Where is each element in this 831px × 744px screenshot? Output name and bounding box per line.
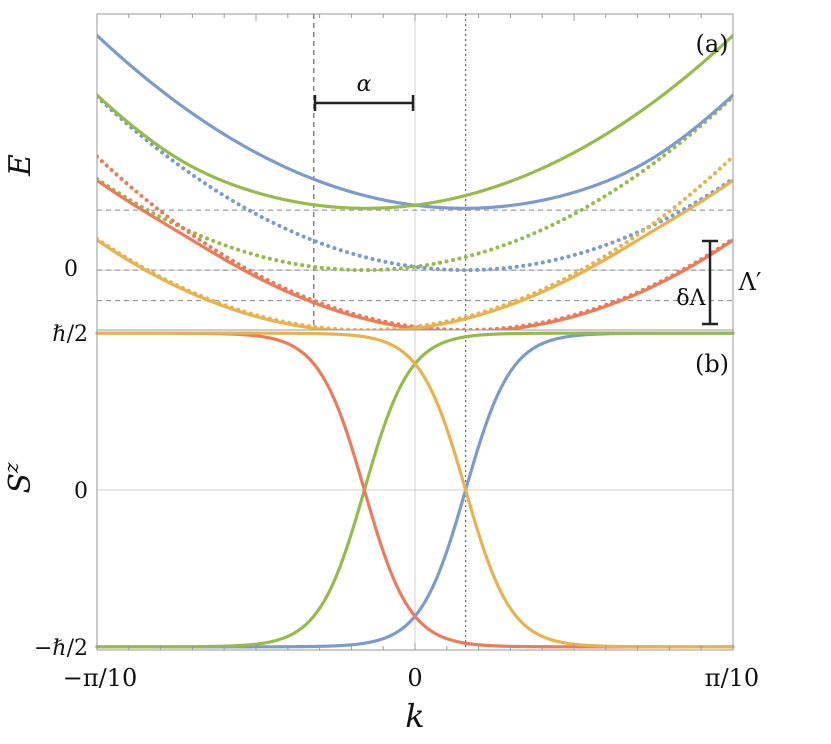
panel-a-series-7-dotted bbox=[97, 154, 733, 330]
alpha-bracket: α bbox=[313, 72, 415, 111]
panel-a-dotted-series bbox=[97, 94, 733, 330]
panel-b-ytick-labels: ℏ/2 0 −ℏ/2 bbox=[34, 322, 88, 661]
panel-b-ytick-label-2: −ℏ/2 bbox=[34, 636, 88, 661]
lambda-prime-label: Λ′ bbox=[738, 268, 762, 296]
panel-b-xtick-label-2: π/10 bbox=[705, 664, 759, 692]
panel-a-ytick-label: 0 bbox=[64, 257, 78, 282]
panel-a-ylabel: E bbox=[3, 154, 38, 177]
panel-a-solid-series bbox=[97, 33, 733, 330]
panel-a-label: (a) bbox=[695, 30, 728, 58]
panel-b-series-3 bbox=[95, 331, 735, 649]
panel-b-ytick-label-1: 0 bbox=[74, 479, 88, 504]
delta-lambda-label: δΛ bbox=[676, 286, 706, 311]
panel-a: (a) 0 E α δΛ Λ′ bbox=[3, 13, 762, 331]
panel-b-ytick-label-0: ℏ/2 bbox=[52, 322, 88, 347]
panel-b-xtick-label-0: −π/10 bbox=[63, 664, 138, 692]
panel-a-frame-ticks bbox=[96, 14, 734, 21]
panel-b-grid bbox=[97, 330, 733, 650]
panel-b-ylabel-sup: z bbox=[0, 462, 23, 474]
alpha-label: α bbox=[357, 72, 372, 97]
panel-a-series-5-dotted bbox=[97, 94, 733, 273]
delta-lambda-bracket: δΛ Λ′ bbox=[676, 239, 762, 326]
x-axis-label: k bbox=[405, 697, 424, 735]
panel-b-frame-ticks bbox=[96, 643, 734, 650]
panel-a-series-1-solid bbox=[97, 33, 733, 210]
panel-a-series-3-solid bbox=[97, 178, 733, 330]
panel-a-grid bbox=[97, 14, 733, 330]
panel-b-ylabel: Sz bbox=[0, 462, 38, 494]
panel-b-xtick-labels: −π/10 0 π/10 bbox=[63, 664, 759, 692]
panel-b-ylabel-base: S bbox=[3, 473, 38, 494]
panel-b: (b) ℏ/2 0 −ℏ/2 −π/10 0 π/10 Sz k bbox=[0, 322, 759, 735]
panel-b-xtick-label-1: 0 bbox=[407, 664, 422, 692]
panel-b-series bbox=[95, 331, 735, 649]
panel-b-label: (b) bbox=[695, 350, 729, 378]
